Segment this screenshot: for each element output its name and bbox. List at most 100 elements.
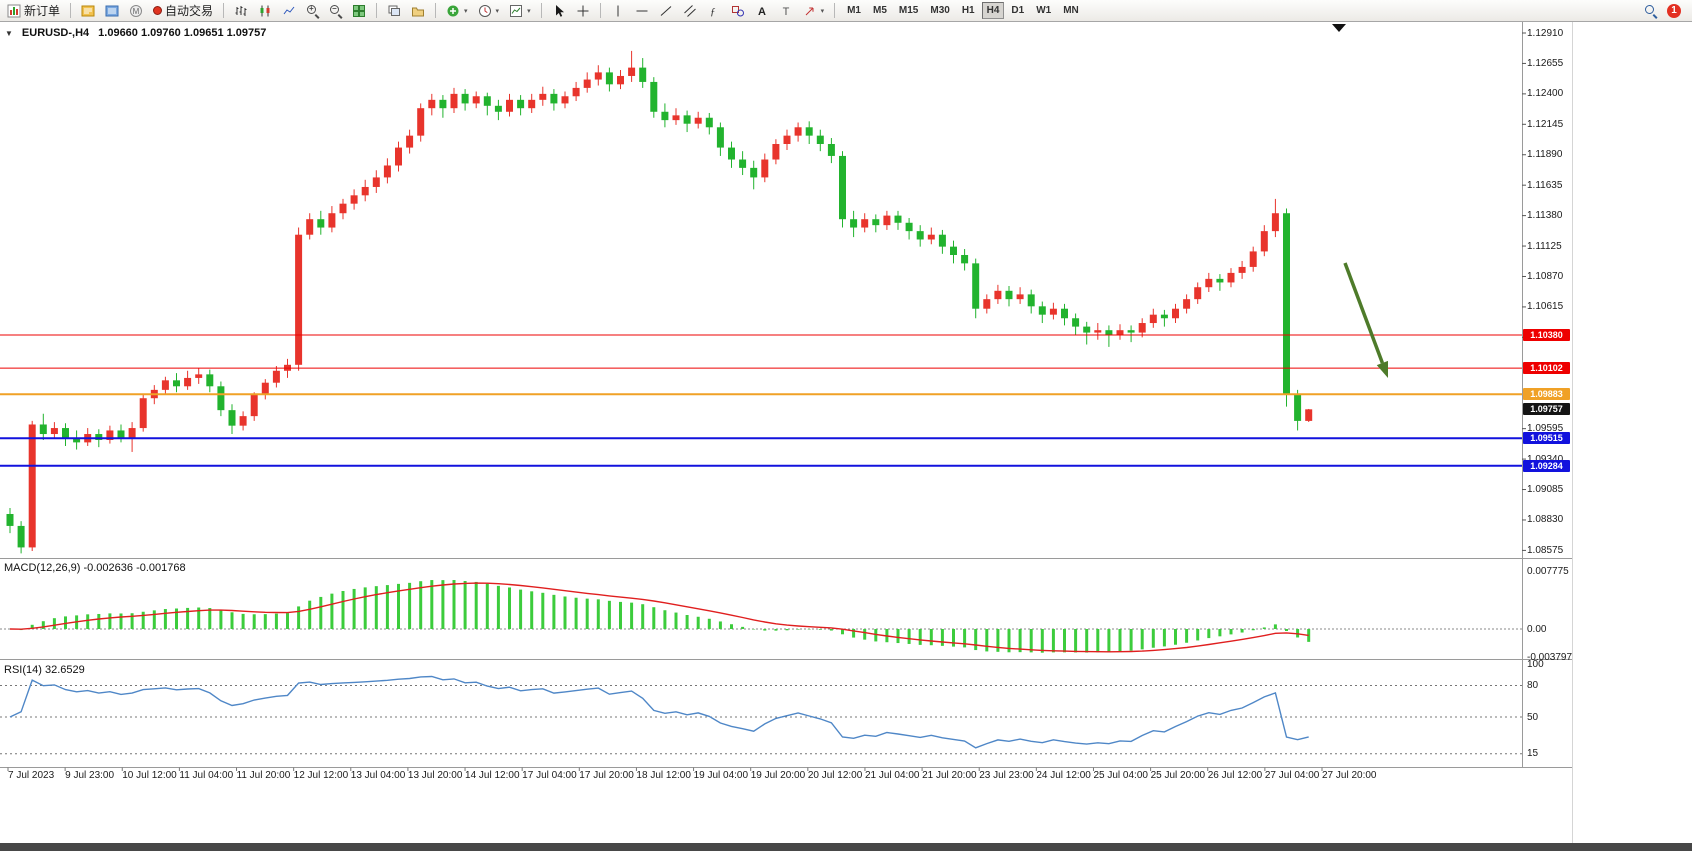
toolbar-separator [599,3,601,18]
text-t-icon: T [782,6,789,18]
trend-arrow-annotation [1343,262,1389,378]
horizontal-line-button[interactable] [631,1,653,20]
bottom-window-edge [0,843,1692,851]
trendline-icon [660,5,671,16]
candles [6,50,1313,554]
cursor-button[interactable] [548,1,570,20]
timeframe-m1-button[interactable]: M1 [847,5,861,16]
zoom-in-button[interactable]: + [302,1,323,20]
search-icon [1644,4,1657,17]
candlestick-icon [260,5,270,16]
autotrading-status-icon [153,6,163,15]
chart-line-button[interactable] [278,1,300,20]
tile-windows-button[interactable] [348,1,370,20]
ohlc-values: 1.09660 1.09760 1.09651 1.09757 [98,27,267,39]
new-order-label: 新订单 [24,4,61,18]
toolbar-separator [223,3,225,18]
text-label-button[interactable]: T [775,1,797,20]
svg-text:T: T [782,6,789,18]
toolbar-separator [376,3,378,18]
notification-badge[interactable]: 1 [1667,3,1681,18]
toolbar-separator [540,3,542,18]
chart-area: 1.12910 1.12655 1.12400 1.12145 1.11890 1.116… [0,22,1692,843]
timeframe-m5-button[interactable]: M5 [873,5,887,16]
timeframe-toolbar: M1 M5 M15 M30 H1 H4 D1 W1 MN [841,2,1085,19]
market-watch-icon [81,5,95,16]
toolbar-separator [834,3,836,18]
data-window-button[interactable] [101,1,123,20]
autotrading-button[interactable]: 自动交易 [149,1,217,20]
profiles-button[interactable] [407,1,429,20]
metaquotes-icon: M [130,4,143,17]
text-a-icon: A [758,6,766,18]
svg-text:M: M [133,7,140,16]
vertical-line-icon [617,5,619,16]
cascade-icon [388,5,401,16]
data-window-icon [105,5,119,16]
chart-info: ▼ EURUSD-,H4 1.09660 1.09760 1.09651 1.0… [5,27,266,39]
cursor-arrow-icon [555,4,564,17]
autotrading-label: 自动交易 [165,4,214,18]
symbol-period-label: EURUSD-,H4 [21,27,90,39]
fibonacci-button[interactable]: ƒ [703,1,725,20]
crosshair-button[interactable] [572,1,594,20]
line-chart-icon [283,6,295,14]
crosshair-icon [577,5,589,16]
channel-icon [683,4,696,17]
indicators-button[interactable]: ▾ [442,1,472,20]
toolbar-separator [70,3,72,18]
chart-bars-button[interactable] [230,1,252,20]
add-indicator-icon [447,5,459,16]
arrows-button[interactable]: ▾ [799,1,829,20]
chevron-down-icon: ▾ [464,7,468,15]
chart-marker-triangle [1332,24,1346,32]
chart-candles-button[interactable] [254,1,276,20]
search-button[interactable] [1640,1,1661,20]
chevron-down-icon: ▾ [820,7,825,15]
new-order-icon [7,4,21,17]
zoom-out-button[interactable]: − [325,1,346,20]
templates-button[interactable]: ▾ [505,1,535,20]
svg-text:A: A [758,6,766,18]
macd-panel [0,580,1522,653]
tile-windows-icon [353,4,366,17]
bar-chart-icon [235,5,247,16]
chevron-down-icon: ▾ [495,7,500,15]
fibonacci-icon: ƒ [710,6,716,18]
svg-text:ƒ: ƒ [710,6,716,18]
timeframe-d1-button[interactable]: D1 [1011,5,1025,16]
one-click-expand-icon[interactable]: ▼ [5,28,13,38]
chart-canvas[interactable] [0,22,1692,843]
timeframe-h1-button[interactable]: H1 [961,5,975,16]
panel-frames [0,22,1573,843]
periods-button[interactable]: ▾ [474,1,504,20]
folder-icon [412,7,425,16]
text-button[interactable]: A [751,1,773,20]
toolbar: 新订单 M 自动交易 + − ▾ ▾ ▾ [0,0,1692,22]
toolbar-separator [435,3,437,18]
timeframe-m15-button[interactable]: M15 [898,5,919,16]
navigator-button[interactable]: M [125,1,147,20]
channel-button[interactable] [679,1,701,20]
arrow-object-icon [805,7,814,15]
clock-icon [478,4,491,17]
timeframe-mn-button[interactable]: MN [1063,5,1079,16]
zoom-out-icon: − [329,4,342,17]
timeframe-h4-button[interactable]: H4 [981,2,1005,19]
timeframe-w1-button[interactable]: W1 [1036,5,1052,16]
template-icon [510,4,523,17]
timeframe-m30-button[interactable]: M30 [930,5,950,16]
vertical-line-button[interactable] [607,1,629,20]
horizontal-line-icon [636,10,648,11]
rsi-panel [0,675,1522,755]
macd-indicator-label: MACD(12,26,9) -0.002636 -0.001768 [4,562,186,574]
market-watch-button[interactable] [77,1,99,20]
shapes-icon [731,5,744,16]
new-order-button[interactable]: 新订单 [3,1,64,20]
shapes-button[interactable] [727,1,749,20]
chevron-down-icon: ▾ [527,7,531,15]
zoom-in-icon: + [306,4,319,17]
trendline-button[interactable] [655,1,677,20]
horizontal-lines [0,334,1522,467]
cascade-windows-button[interactable] [383,1,405,20]
